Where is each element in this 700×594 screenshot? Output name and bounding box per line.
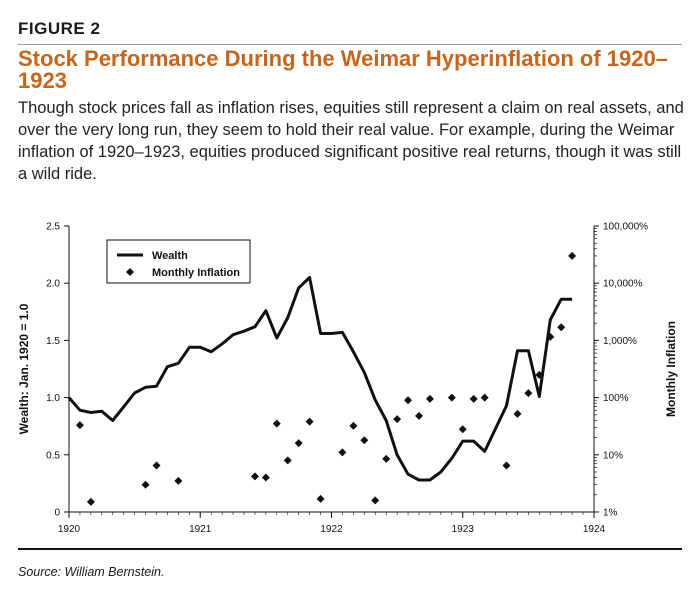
y2-tick-label: 1% — [603, 508, 618, 519]
y-tick-label: 0 — [54, 508, 60, 519]
inflation-point — [393, 415, 402, 424]
y-tick-label: 2.5 — [46, 222, 60, 233]
y-tick-label: 0.5 — [46, 450, 60, 461]
inflation-point — [360, 436, 369, 445]
wealth-series-line — [67, 276, 573, 482]
inflation-point — [404, 396, 413, 405]
inflation-point — [458, 425, 467, 434]
inflation-point — [152, 461, 161, 470]
x-tick-label: 1920 — [58, 524, 81, 535]
figure-label: FIGURE 2 — [18, 19, 101, 38]
inflation-point — [568, 251, 577, 260]
inflation-point — [524, 389, 533, 398]
x-tick-label: 1923 — [452, 524, 475, 535]
inflation-point — [261, 473, 270, 482]
inflation-point — [316, 494, 325, 503]
inflation-point — [425, 394, 434, 403]
inflation-point — [557, 323, 566, 332]
inflation-point — [305, 417, 314, 426]
y-axis-title: Wealth: Jan. 1920 = 1.0 — [17, 303, 31, 434]
y-tick-label: 2.0 — [46, 279, 60, 290]
y2-tick-label: 10,000% — [603, 279, 643, 290]
inflation-point — [415, 411, 424, 420]
figure-title: Stock Performance During the Weimar Hype… — [18, 46, 668, 93]
x-tick-label: 1921 — [189, 524, 212, 535]
inflation-point — [469, 394, 478, 403]
inflation-point — [272, 419, 281, 428]
inflation-point — [86, 497, 95, 506]
y-tick-label: 1.0 — [46, 393, 60, 404]
inflation-point — [174, 476, 183, 485]
chart-axes: Wealth: Jan. 1920 = 1.0 Monthly Inflation — [17, 226, 678, 513]
inflation-point — [502, 461, 511, 470]
y-tick-label: 1.5 — [46, 336, 60, 347]
legend-inflation-swatch — [126, 268, 134, 276]
figure-subtitle: Though stock prices fall as inflation ri… — [18, 99, 684, 183]
y2-axis-title: Monthly Inflation — [664, 321, 678, 417]
chart-legend: Wealth Monthly Inflation — [106, 239, 251, 284]
chart-ticks: 0 0.5 1.0 1.5 2.0 2.5 1% 10% 100% 1,000% 10,000% 10… — [46, 222, 648, 536]
inflation-point — [250, 472, 259, 481]
inflation-point — [546, 332, 555, 341]
chart: Wealth: Jan. 1920 = 1.0 Monthly Inflation… — [17, 222, 678, 536]
y2-tick-label: 100% — [603, 393, 629, 404]
inflation-point — [294, 439, 303, 448]
inflation-point — [75, 421, 84, 430]
y2-tick-label: 100,000% — [603, 222, 648, 233]
inflation-point — [513, 409, 522, 418]
inflation-point — [535, 370, 544, 379]
bottom-divider — [18, 548, 682, 550]
legend-wealth-label: Wealth — [152, 250, 188, 262]
chart-series — [67, 251, 577, 506]
inflation-point — [349, 421, 358, 430]
legend-box — [106, 239, 251, 284]
inflation-point — [447, 393, 456, 402]
inflation-point — [480, 393, 489, 402]
y2-tick-label: 1,000% — [603, 336, 637, 347]
inflation-point — [382, 454, 391, 463]
inflation-point — [141, 480, 150, 489]
top-divider — [18, 44, 682, 45]
x-tick-label: 1924 — [583, 524, 606, 535]
inflation-point — [283, 456, 292, 465]
inflation-point — [371, 496, 380, 505]
inflation-point — [338, 448, 347, 457]
source-note: Source: William Bernstein. — [18, 565, 165, 579]
x-tick-label: 1922 — [320, 524, 343, 535]
legend-inflation-label: Monthly Inflation — [152, 267, 240, 279]
y2-tick-label: 10% — [603, 450, 623, 461]
